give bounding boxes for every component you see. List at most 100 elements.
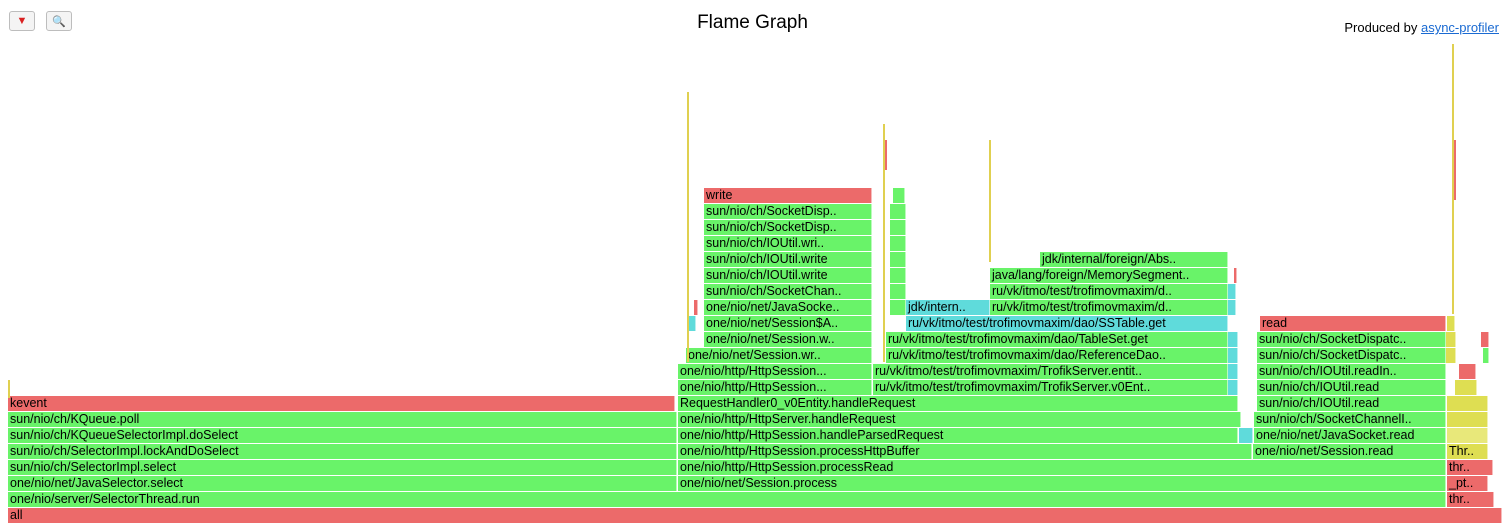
flame-frame[interactable]: sun/nio/ch/IOUtil.write xyxy=(704,252,872,267)
flame-frame[interactable] xyxy=(890,300,906,315)
flame-frame[interactable]: RequestHandler0_v0Entity.handleRequest xyxy=(678,396,1238,411)
flame-frame[interactable] xyxy=(1228,380,1238,395)
flame-frame[interactable]: sun/nio/ch/SelectorImpl.lockAndDoSelect xyxy=(8,444,677,459)
flame-frame[interactable]: sun/nio/ch/KQueueSelectorImpl.doSelect xyxy=(8,428,677,443)
reverse-button[interactable]: ▼ xyxy=(9,11,35,31)
flame-frame[interactable] xyxy=(893,188,905,203)
flame-frame[interactable]: one/nio/http/HttpSession.processHttpBuff… xyxy=(678,444,1252,459)
flame-frame[interactable] xyxy=(688,316,696,331)
flame-sliver[interactable] xyxy=(1454,140,1456,200)
flame-frame[interactable] xyxy=(1447,428,1488,443)
produced-by: Produced by async-profiler xyxy=(1344,20,1499,35)
flame-frame[interactable]: java/lang/foreign/MemorySegment.. xyxy=(990,268,1228,283)
flame-frame[interactable] xyxy=(1228,300,1236,315)
flame-frame[interactable]: Thr.. xyxy=(1447,444,1488,459)
async-profiler-link[interactable]: async-profiler xyxy=(1420,20,1499,35)
flame-frame[interactable]: sun/nio/ch/SocketDisp.. xyxy=(704,204,872,219)
flame-frame[interactable] xyxy=(890,236,906,251)
flame-sliver[interactable] xyxy=(885,140,887,170)
flame-frame[interactable]: sun/nio/ch/SelectorImpl.select xyxy=(8,460,677,475)
flame-frame[interactable]: sun/nio/ch/SocketChan.. xyxy=(704,284,872,299)
flame-frame-label: ru/vk/itmo/test/trofimovmaxim/d.. xyxy=(992,300,1172,314)
flame-frame-label: sun/nio/ch/IOUtil.read xyxy=(1259,380,1380,394)
flame-sliver[interactable] xyxy=(8,380,10,398)
flame-frame[interactable]: one/nio/http/HttpSession... xyxy=(678,364,872,379)
flame-frame[interactable] xyxy=(890,204,906,219)
flame-frame[interactable] xyxy=(1228,332,1238,347)
flame-frame[interactable]: all xyxy=(8,508,1502,523)
flame-frame[interactable] xyxy=(890,268,906,283)
flame-frame-label: write xyxy=(706,188,733,202)
flame-frame[interactable]: thr.. xyxy=(1447,492,1494,507)
flame-frame[interactable]: sun/nio/ch/SocketDisp.. xyxy=(704,220,872,235)
flame-frame[interactable] xyxy=(1446,332,1456,347)
flame-frame[interactable]: sun/nio/ch/SocketDispatc.. xyxy=(1257,332,1446,347)
flame-frame[interactable]: one/nio/net/JavaSelector.select xyxy=(8,476,677,491)
flame-frame[interactable]: ru/vk/itmo/test/trofimovmaxim/dao/TableS… xyxy=(886,332,1228,347)
flame-frame[interactable]: one/nio/net/Session$A.. xyxy=(704,316,872,331)
flame-frame[interactable]: sun/nio/ch/IOUtil.write xyxy=(704,268,872,283)
flame-frame[interactable]: one/nio/http/HttpSession... xyxy=(678,380,872,395)
flame-frame[interactable]: sun/nio/ch/SocketDispatc.. xyxy=(1257,348,1446,363)
flame-frame[interactable]: sun/nio/ch/SocketChannelI.. xyxy=(1254,412,1446,427)
flame-frame[interactable]: one/nio/net/Session.read xyxy=(1253,444,1446,459)
flame-frame[interactable] xyxy=(1455,380,1477,395)
flame-frame[interactable]: read xyxy=(1260,316,1446,331)
flame-frame[interactable]: sun/nio/ch/IOUtil.read xyxy=(1257,396,1446,411)
flame-frame[interactable]: one/nio/http/HttpServer.handleRequest xyxy=(678,412,1241,427)
flame-frame[interactable]: one/nio/net/JavaSocke.. xyxy=(704,300,872,315)
flame-frame[interactable] xyxy=(1483,348,1489,363)
flame-frame[interactable] xyxy=(1447,412,1488,427)
flame-frame[interactable] xyxy=(890,252,906,267)
flame-sliver[interactable] xyxy=(989,140,991,262)
flame-frame[interactable]: sun/nio/ch/IOUtil.readIn.. xyxy=(1257,364,1446,379)
flame-frame[interactable]: one/nio/net/JavaSocket.read xyxy=(1254,428,1446,443)
flame-frame-label: sun/nio/ch/IOUtil.write xyxy=(706,252,828,266)
produced-by-label: Produced by xyxy=(1344,20,1421,35)
flame-sliver[interactable] xyxy=(883,124,885,362)
flame-frame[interactable]: _pt.. xyxy=(1447,476,1488,491)
flame-frame[interactable]: ru/vk/itmo/test/trofimovmaxim/d.. xyxy=(990,284,1228,299)
flame-frame[interactable]: one/nio/http/HttpSession.processRead xyxy=(678,460,1446,475)
flame-frame[interactable] xyxy=(1228,348,1238,363)
flame-frame[interactable] xyxy=(1481,332,1489,347)
flame-sliver[interactable] xyxy=(687,92,689,362)
flame-frame[interactable]: thr.. xyxy=(1447,460,1493,475)
flame-frame-label: ru/vk/itmo/test/trofimovmaxim/dao/SSTabl… xyxy=(908,316,1166,330)
flame-sliver[interactable] xyxy=(1452,44,1454,314)
flame-frame[interactable]: ru/vk/itmo/test/trofimovmaxim/d.. xyxy=(990,300,1228,315)
flame-frame[interactable]: sun/nio/ch/IOUtil.wri.. xyxy=(704,236,872,251)
search-button[interactable]: 🔍 xyxy=(46,11,72,31)
flame-frame[interactable]: jdk/intern.. xyxy=(906,300,990,315)
flame-frame[interactable]: sun/nio/ch/IOUtil.read xyxy=(1257,380,1446,395)
flame-frame[interactable] xyxy=(1228,284,1236,299)
flame-frame-label: sun/nio/ch/SocketChannelI.. xyxy=(1256,412,1412,426)
flame-frame[interactable]: one/nio/server/SelectorThread.run xyxy=(8,492,1446,507)
flame-frame[interactable]: sun/nio/ch/KQueue.poll xyxy=(8,412,677,427)
flame-frame[interactable] xyxy=(890,220,906,235)
flame-frame[interactable]: ru/vk/itmo/test/trofimovmaxim/dao/SSTabl… xyxy=(906,316,1228,331)
flame-frame[interactable]: write xyxy=(704,188,872,203)
flame-frame[interactable] xyxy=(890,284,906,299)
flame-frame[interactable]: one/nio/net/Session.process xyxy=(678,476,1446,491)
flame-frame[interactable] xyxy=(1446,348,1456,363)
flame-frame[interactable]: kevent xyxy=(8,396,675,411)
flame-frame[interactable] xyxy=(1447,316,1455,331)
flame-frame[interactable] xyxy=(1234,268,1237,283)
flame-frame[interactable]: ru/vk/itmo/test/trofimovmaxim/TrofikServ… xyxy=(873,364,1228,379)
flame-frame[interactable]: one/nio/net/Session.wr.. xyxy=(686,348,872,363)
flame-frame[interactable] xyxy=(1447,396,1488,411)
flame-frame-label: jdk/intern.. xyxy=(908,300,966,314)
flame-frame[interactable]: ru/vk/itmo/test/trofimovmaxim/dao/Refere… xyxy=(886,348,1228,363)
flame-frame[interactable] xyxy=(1239,428,1253,443)
flame-frame[interactable] xyxy=(1459,364,1476,379)
flame-frame[interactable]: jdk/internal/foreign/Abs.. xyxy=(1040,252,1228,267)
flame-frame-label: sun/nio/ch/KQueueSelectorImpl.doSelect xyxy=(10,428,238,442)
flame-frame-label: one/nio/http/HttpSession.processRead xyxy=(680,460,894,474)
flame-frame[interactable]: one/nio/http/HttpSession.handleParsedReq… xyxy=(678,428,1238,443)
flame-frame[interactable] xyxy=(694,300,698,315)
flame-frame[interactable]: ru/vk/itmo/test/trofimovmaxim/TrofikServ… xyxy=(873,380,1228,395)
flame-frame[interactable] xyxy=(1228,364,1238,379)
flame-frame[interactable]: one/nio/net/Session.w.. xyxy=(704,332,872,347)
